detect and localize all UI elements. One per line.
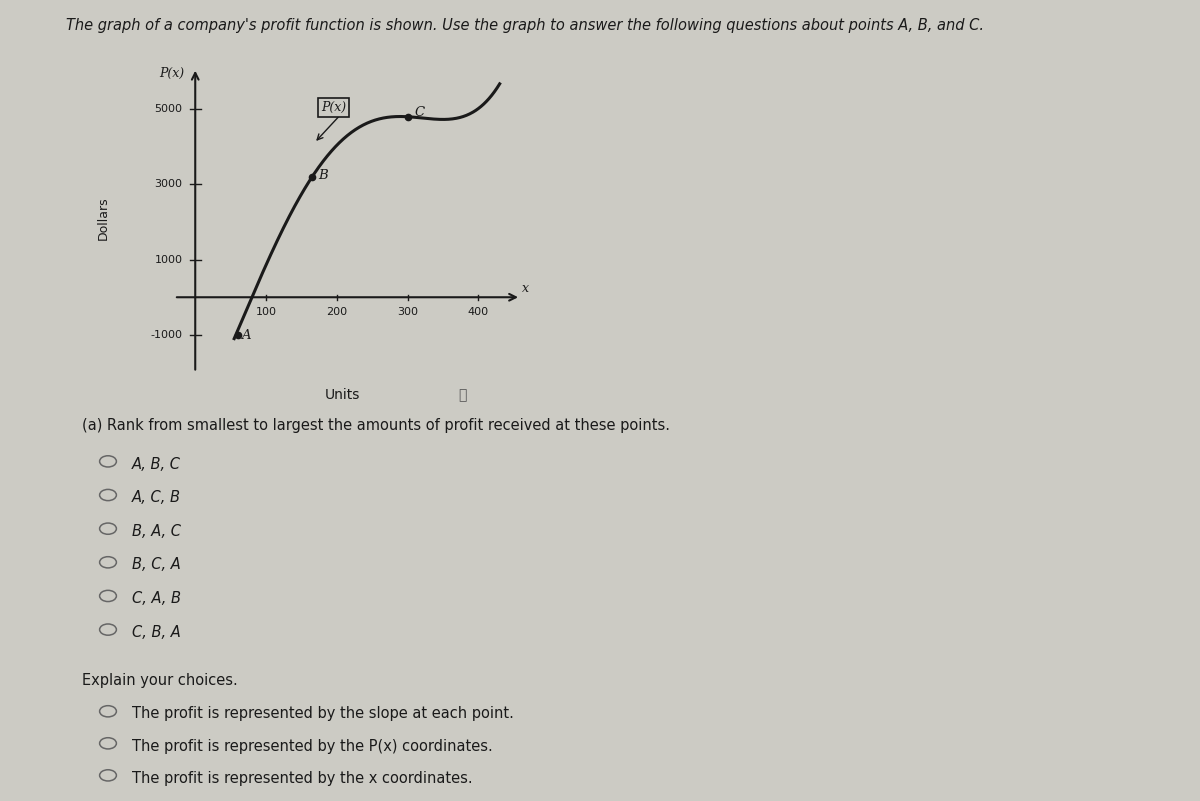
Text: Explain your choices.: Explain your choices.: [82, 673, 238, 688]
Text: A, C, B: A, C, B: [132, 490, 181, 505]
Text: P(x): P(x): [320, 101, 346, 114]
Text: The profit is represented by the slope at each point.: The profit is represented by the slope a…: [132, 706, 514, 722]
Text: 100: 100: [256, 307, 276, 316]
Text: P(x): P(x): [160, 67, 185, 80]
Text: B, C, A: B, C, A: [132, 557, 181, 573]
Text: Units: Units: [324, 388, 360, 402]
Text: ⓘ: ⓘ: [458, 388, 466, 402]
Text: 5000: 5000: [155, 104, 182, 115]
Text: The graph of a company's profit function is shown. Use the graph to answer the f: The graph of a company's profit function…: [66, 18, 984, 33]
Text: -1000: -1000: [150, 330, 182, 340]
Text: A, B, C: A, B, C: [132, 457, 181, 472]
Text: x: x: [522, 283, 529, 296]
Text: 400: 400: [468, 307, 490, 316]
Text: C, B, A: C, B, A: [132, 625, 181, 640]
Text: C, A, B: C, A, B: [132, 591, 181, 606]
Text: 200: 200: [326, 307, 348, 316]
Text: (a) Rank from smallest to largest the amounts of profit received at these points: (a) Rank from smallest to largest the am…: [82, 418, 670, 433]
Text: The profit is represented by the x coordinates.: The profit is represented by the x coord…: [132, 771, 473, 786]
Text: C: C: [415, 106, 425, 119]
Text: The profit is represented by the P(x) coordinates.: The profit is represented by the P(x) co…: [132, 739, 493, 754]
Text: B, A, C: B, A, C: [132, 524, 181, 539]
Text: Dollars: Dollars: [97, 196, 109, 240]
Text: 1000: 1000: [155, 255, 182, 264]
Text: B: B: [318, 169, 328, 182]
Text: A: A: [241, 329, 251, 342]
Text: 300: 300: [397, 307, 418, 316]
Text: 3000: 3000: [155, 179, 182, 189]
